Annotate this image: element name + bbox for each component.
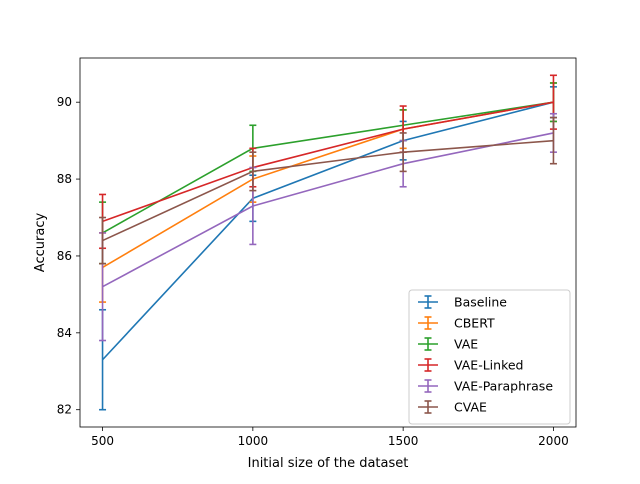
y-tick-label: 84 [57, 326, 72, 340]
series-cvae [99, 116, 557, 265]
x-tick-label: 2000 [538, 434, 569, 448]
error-bar [549, 116, 557, 165]
legend-label: VAE-Paraphrase [454, 379, 553, 394]
series-layer [99, 74, 557, 411]
y-tick-label: 82 [57, 403, 72, 417]
legend-label: CBERT [454, 316, 495, 331]
legend-item: VAE-Paraphrase [418, 379, 553, 394]
error-bar [99, 216, 107, 265]
x-axis-label: Initial size of the dataset [248, 456, 409, 471]
x-tick-label: 500 [91, 434, 114, 448]
legend-item: CVAE [418, 400, 487, 415]
x-tick-label: 1000 [238, 434, 269, 448]
series-line [102, 101, 554, 223]
legend-box [408, 289, 571, 425]
legend-item: CBERT [418, 316, 495, 331]
error-bar [249, 151, 257, 192]
legend-label: CVAE [454, 400, 487, 415]
legend-item: VAE-Linked [418, 358, 524, 373]
series-line [101, 101, 554, 361]
legend-label: Baseline [454, 295, 507, 310]
error-bar [399, 132, 407, 173]
x-tick-label: 1500 [388, 434, 419, 448]
legend-item: Baseline [418, 295, 507, 310]
y-axis: 82 84 86 88 90 [57, 95, 80, 417]
y-axis-label: Accuracy [33, 213, 48, 273]
y-tick-label: 90 [57, 95, 72, 109]
legend-label: VAE [454, 337, 478, 352]
series-line [102, 101, 554, 234]
y-tick-label: 88 [57, 172, 72, 186]
legend-item: VAE [418, 337, 478, 352]
y-tick-label: 86 [57, 249, 72, 263]
series-line [102, 139, 554, 242]
plot-frame [79, 57, 577, 428]
x-axis: 500 1000 1500 2000 [91, 427, 569, 448]
legend: Baseline CBERT VAE VAE-Linked VAE-Paraphrase… [408, 289, 571, 425]
series-line [102, 132, 554, 288]
legend-label: VAE-Linked [454, 358, 524, 373]
